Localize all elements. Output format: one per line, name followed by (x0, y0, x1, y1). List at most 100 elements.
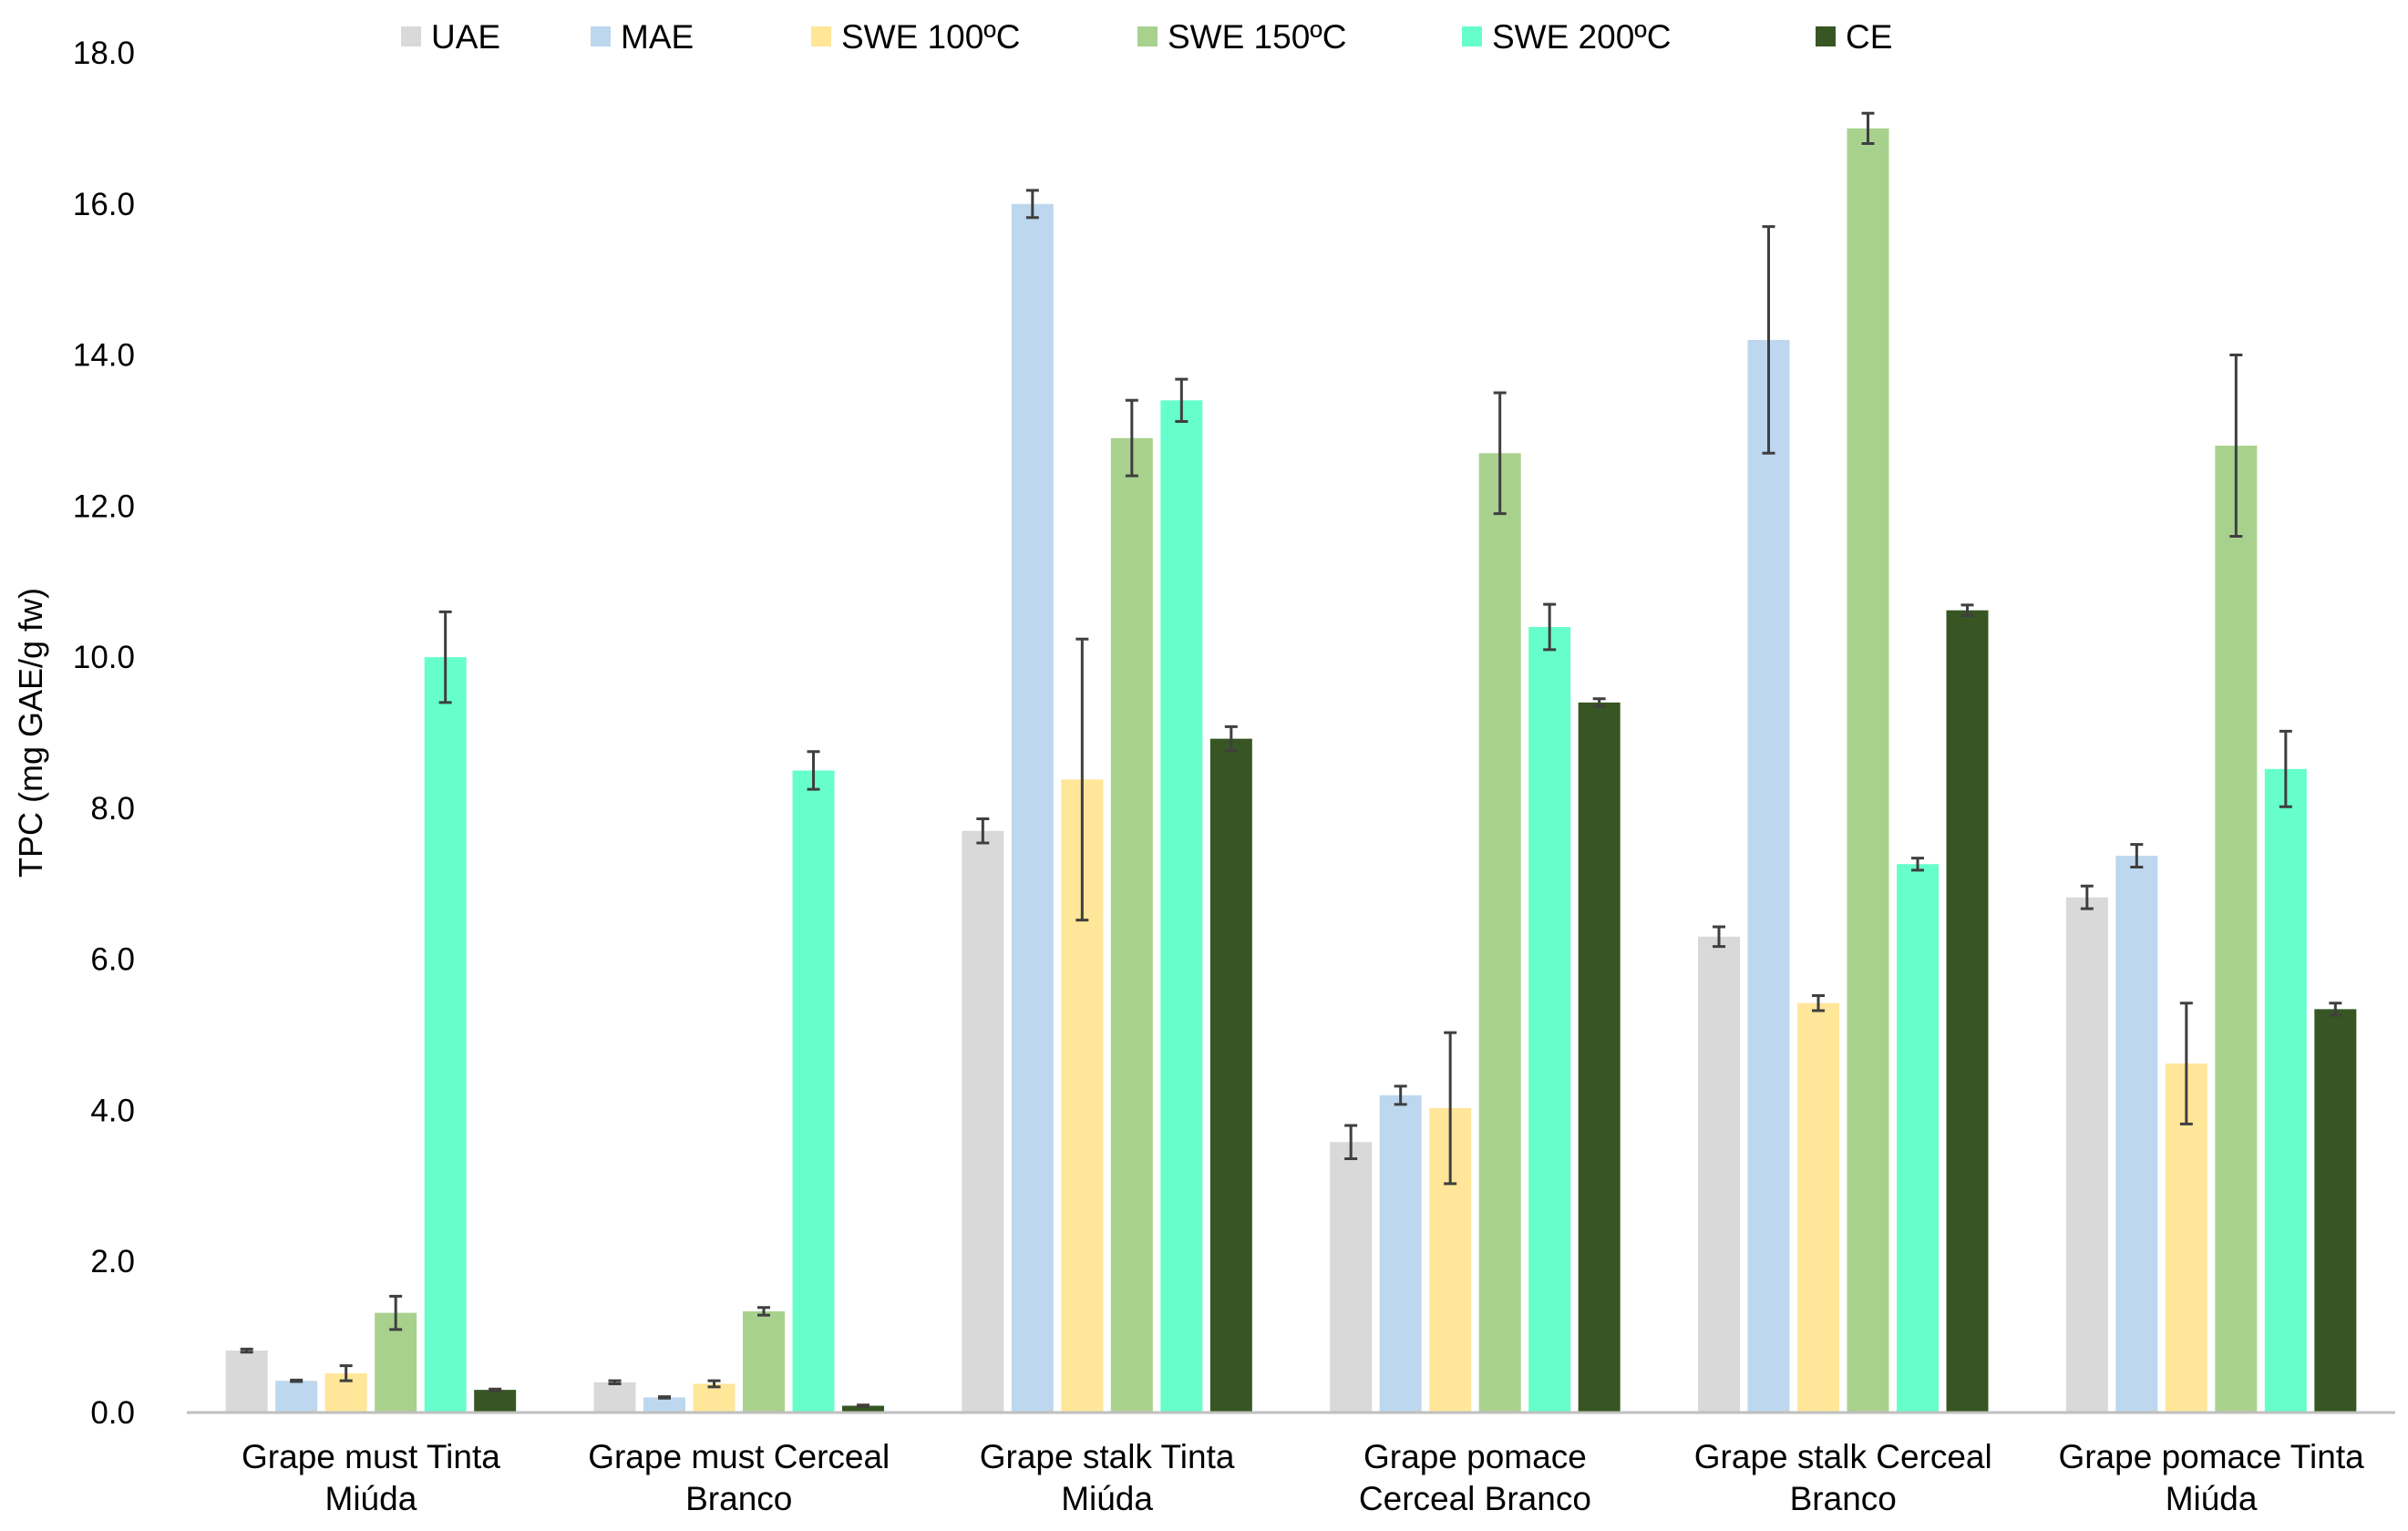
bar-uae-cat-0 (225, 1351, 268, 1413)
legend-label: CE (1846, 18, 1892, 56)
error-bar-swe-100-c-cat-1 (707, 1379, 721, 1389)
legend-label: SWE 100ºC (841, 18, 1021, 56)
error-bar-ce-cat-2 (1224, 724, 1238, 753)
y-axis-title: TPC (mg GAE/g fw) (12, 588, 49, 878)
bar-swe-200-c-cat-3 (1528, 626, 1571, 1413)
error-bar-mae-cat-4 (1762, 225, 1775, 455)
bar-swe-200-c-cat-1 (792, 770, 835, 1413)
error-bar-ce-cat-5 (2329, 1002, 2342, 1017)
error-bar-uae-cat-0 (240, 1347, 253, 1354)
y-tick-label: 4.0 (90, 1093, 135, 1128)
bar-mae-cat-4 (1747, 339, 1790, 1413)
bar-swe-200-c-cat-0 (424, 657, 467, 1413)
error-bars (240, 111, 2342, 1408)
y-tick-label: 2.0 (90, 1244, 135, 1279)
bar-mae-cat-2 (1011, 203, 1054, 1413)
bar-ce-cat-3 (1578, 702, 1621, 1413)
bar-swe-200-c-cat-2 (1160, 400, 1203, 1413)
error-bar-swe-150-c-cat-4 (1861, 111, 1875, 145)
error-bar-swe-200-c-cat-3 (1543, 602, 1557, 652)
error-bar-swe-150-c-cat-3 (1493, 391, 1507, 516)
bar-ce-cat-4 (1946, 610, 1989, 1413)
y-tick-label: 16.0 (73, 187, 135, 222)
x-category-label: Branco (685, 1480, 792, 1517)
error-bar-swe-200-c-cat-1 (807, 750, 820, 791)
bar-swe-150-c-cat-5 (2215, 446, 2258, 1413)
error-bar-swe-100-c-cat-5 (2179, 1002, 2193, 1125)
legend-label: UAE (431, 18, 500, 56)
error-bar-uae-cat-5 (2080, 884, 2094, 910)
x-category-label: Cerceal Branco (1359, 1480, 1591, 1517)
error-bar-swe-100-c-cat-4 (1812, 993, 1825, 1012)
error-bar-mae-cat-5 (2130, 843, 2144, 869)
y-tick-label: 8.0 (90, 791, 135, 827)
error-bar-uae-cat-3 (1344, 1124, 1358, 1160)
bar-ce-cat-2 (1209, 738, 1252, 1413)
legend-swatch (811, 26, 831, 46)
bar-swe-150-c-cat-1 (743, 1310, 785, 1413)
legend-swatch (1462, 26, 1482, 46)
bar-mae-cat-3 (1379, 1094, 1422, 1413)
error-bar-swe-200-c-cat-5 (2279, 729, 2292, 808)
error-bar-swe-150-c-cat-2 (1125, 398, 1138, 478)
legend-swatch (401, 26, 421, 46)
error-bar-ce-cat-3 (1592, 697, 1606, 708)
error-bar-swe-200-c-cat-4 (1911, 857, 1924, 872)
error-bar-swe-100-c-cat-0 (339, 1364, 353, 1382)
legend-label: SWE 200ºC (1492, 18, 1672, 56)
legend-label: SWE 150ºC (1168, 18, 1347, 56)
bar-swe-150-c-cat-3 (1478, 453, 1521, 1413)
bar-swe-100-c-cat-4 (1797, 1002, 1839, 1413)
error-bar-swe-150-c-cat-0 (389, 1294, 403, 1331)
y-tick-label: 12.0 (73, 488, 135, 524)
legend-swatch (591, 26, 611, 46)
bar-ce-cat-0 (474, 1390, 517, 1413)
x-axis-labels: Grape must Tinta Miúda Grape must Cerceal B… (242, 1438, 2364, 1517)
x-category-label: Grape must Tinta (242, 1438, 500, 1475)
x-category-label: Grape stalk Tinta (980, 1438, 1235, 1475)
error-bar-mae-cat-0 (290, 1378, 304, 1383)
legend-swatch (1816, 26, 1836, 46)
bar-uae-cat-4 (1698, 936, 1740, 1413)
error-bar-swe-200-c-cat-0 (438, 610, 452, 704)
y-tick-label: 0.0 (90, 1395, 135, 1431)
bar-swe-150-c-cat-4 (1847, 128, 1889, 1413)
error-bar-mae-cat-1 (658, 1395, 671, 1400)
bar-uae-cat-2 (962, 830, 1004, 1413)
error-bar-swe-100-c-cat-3 (1444, 1031, 1457, 1186)
error-bar-uae-cat-4 (1713, 925, 1725, 949)
error-bar-swe-150-c-cat-5 (2229, 354, 2243, 538)
legend: UAE MAE SWE 100ºC SWE 150ºC SWE 200ºC CE (401, 18, 1892, 56)
x-category-label: Miúda (2166, 1480, 2258, 1517)
legend-swatch (1137, 26, 1158, 46)
x-category-label: Branco (1790, 1480, 1897, 1517)
bar-mae-cat-0 (275, 1381, 318, 1413)
bar-swe-200-c-cat-5 (2264, 768, 2307, 1413)
error-bar-mae-cat-2 (1025, 189, 1039, 220)
x-category-label: Grape stalk Cerceal (1694, 1438, 1992, 1475)
error-bar-ce-cat-1 (857, 1403, 870, 1408)
error-bar-uae-cat-1 (608, 1379, 622, 1385)
x-category-label: Miúda (1061, 1480, 1153, 1517)
error-bar-ce-cat-4 (1960, 603, 1974, 618)
y-tick-label: 10.0 (73, 640, 135, 675)
bar-swe-200-c-cat-4 (1897, 864, 1939, 1413)
bar-swe-100-c-cat-1 (693, 1383, 736, 1413)
x-category-label: Grape must Cerceal (588, 1438, 890, 1475)
bar-ce-cat-1 (842, 1405, 884, 1413)
y-tick-label: 14.0 (73, 338, 135, 374)
legend-label: MAE (621, 18, 694, 56)
error-bar-mae-cat-3 (1394, 1084, 1407, 1106)
bar-swe-150-c-cat-2 (1110, 437, 1153, 1413)
bar-mae-cat-1 (643, 1397, 685, 1413)
bar-mae-cat-5 (2115, 856, 2158, 1413)
error-bar-swe-100-c-cat-2 (1075, 637, 1089, 922)
y-tick-label: 18.0 (73, 36, 135, 71)
bar-uae-cat-3 (1330, 1142, 1373, 1413)
error-bar-ce-cat-0 (489, 1387, 502, 1392)
y-tick-label: 6.0 (90, 942, 135, 978)
error-bar-uae-cat-2 (976, 817, 990, 845)
error-bar-swe-150-c-cat-1 (757, 1306, 770, 1317)
